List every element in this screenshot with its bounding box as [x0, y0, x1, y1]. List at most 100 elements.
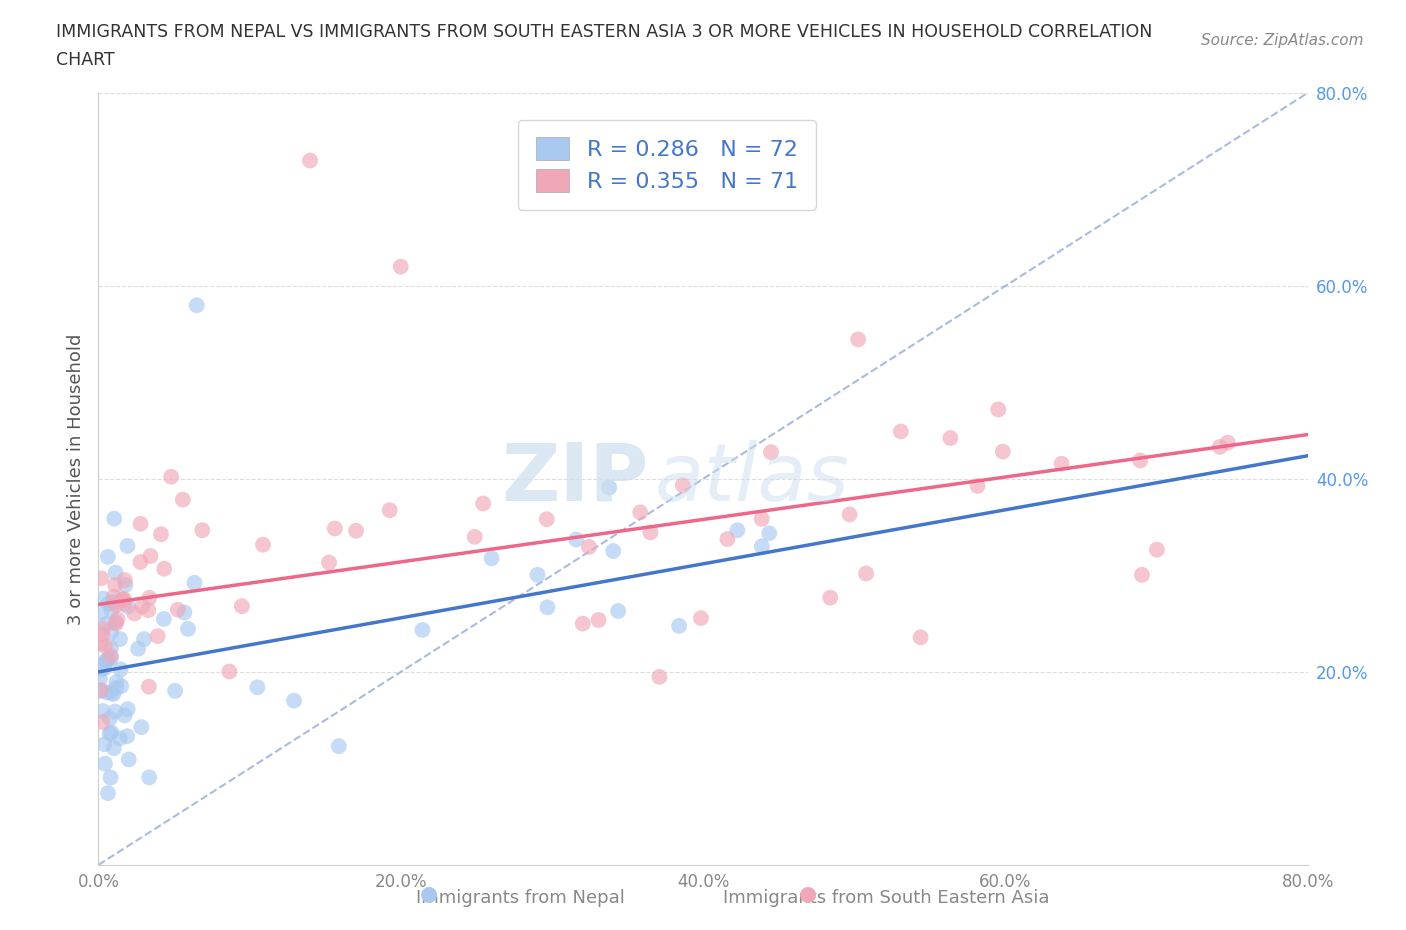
- Point: [104, 617, 127, 631]
- Text: CHART: CHART: [56, 51, 115, 69]
- Point: [103, 512, 125, 526]
- Point: [246, 680, 269, 695]
- Point: [91, 627, 114, 642]
- Text: IMMIGRANTS FROM NEPAL VS IMMIGRANTS FROM SOUTH EASTERN ASIA 3 OR MORE VEHICLES I: IMMIGRANTS FROM NEPAL VS IMMIGRANTS FROM…: [56, 23, 1153, 41]
- Point: [112, 592, 135, 607]
- Point: [90, 684, 112, 698]
- Point: [536, 512, 558, 526]
- Point: [607, 604, 630, 618]
- Point: [472, 496, 495, 511]
- Y-axis label: 3 or more Vehicles in Household: 3 or more Vehicles in Household: [66, 333, 84, 625]
- Point: [910, 630, 932, 644]
- Point: [146, 629, 169, 644]
- Point: [90, 605, 112, 620]
- Point: [231, 599, 253, 614]
- Point: [129, 516, 152, 531]
- Point: [117, 538, 139, 553]
- Point: [526, 567, 548, 582]
- Point: [846, 332, 869, 347]
- Point: [672, 478, 695, 493]
- Point: [105, 675, 128, 690]
- Point: [138, 591, 160, 605]
- Point: [598, 480, 620, 495]
- Point: [100, 648, 122, 663]
- Point: [173, 605, 195, 620]
- Point: [150, 526, 173, 541]
- Point: [100, 625, 122, 640]
- Point: [628, 505, 651, 520]
- Point: [118, 752, 141, 767]
- Point: [90, 662, 112, 677]
- Point: [100, 640, 122, 655]
- Point: [136, 603, 159, 618]
- Point: [89, 671, 111, 686]
- Point: [186, 298, 208, 312]
- Point: [648, 670, 671, 684]
- Point: [1130, 567, 1153, 582]
- Point: [987, 402, 1010, 417]
- Point: [481, 551, 503, 565]
- Point: [94, 639, 117, 654]
- Point: [100, 770, 122, 785]
- Point: [93, 661, 115, 676]
- Point: [138, 679, 160, 694]
- Point: [108, 631, 131, 646]
- Point: [93, 737, 115, 751]
- Point: [90, 636, 112, 651]
- Text: Source: ZipAtlas.com: Source: ZipAtlas.com: [1201, 33, 1364, 47]
- Point: [318, 555, 340, 570]
- Point: [283, 693, 305, 708]
- Point: [124, 606, 146, 621]
- Point: [103, 686, 125, 701]
- Point: [153, 612, 176, 627]
- Point: [890, 424, 912, 439]
- Text: atlas: atlas: [655, 440, 849, 518]
- Point: [98, 726, 121, 741]
- Point: [1216, 435, 1239, 450]
- Point: [578, 539, 600, 554]
- Point: [536, 600, 558, 615]
- Point: [138, 770, 160, 785]
- Point: [104, 598, 127, 613]
- Point: [117, 599, 139, 614]
- Point: [939, 431, 962, 445]
- Point: [127, 642, 149, 657]
- Point: [299, 153, 322, 168]
- Point: [966, 479, 988, 494]
- Point: [565, 532, 588, 547]
- Point: [759, 445, 782, 459]
- Point: [100, 651, 122, 666]
- Point: [411, 622, 433, 637]
- Point: [588, 613, 610, 628]
- Point: [378, 503, 401, 518]
- Point: [139, 549, 162, 564]
- Point: [252, 538, 274, 552]
- Point: [183, 576, 205, 591]
- Point: [98, 711, 121, 725]
- Point: [344, 524, 367, 538]
- Point: [751, 512, 773, 526]
- Point: [751, 538, 773, 553]
- Point: [177, 621, 200, 636]
- Text: Immigrants from Nepal: Immigrants from Nepal: [416, 889, 624, 907]
- Point: [91, 621, 114, 636]
- Point: [131, 720, 153, 735]
- Point: [91, 591, 114, 605]
- Point: [112, 596, 135, 611]
- Point: [117, 701, 139, 716]
- Point: [1209, 440, 1232, 455]
- Text: Immigrants from South Eastern Asia: Immigrants from South Eastern Asia: [723, 889, 1049, 907]
- Point: [96, 654, 118, 669]
- Point: [153, 562, 176, 577]
- Point: [114, 573, 136, 588]
- Point: [166, 603, 188, 618]
- Point: [131, 599, 153, 614]
- Point: [172, 492, 194, 507]
- Point: [838, 507, 860, 522]
- Point: [602, 543, 624, 558]
- Point: [97, 550, 120, 565]
- Point: [571, 617, 593, 631]
- Point: [758, 525, 780, 540]
- Point: [191, 523, 214, 538]
- Text: ZIP: ZIP: [502, 440, 648, 518]
